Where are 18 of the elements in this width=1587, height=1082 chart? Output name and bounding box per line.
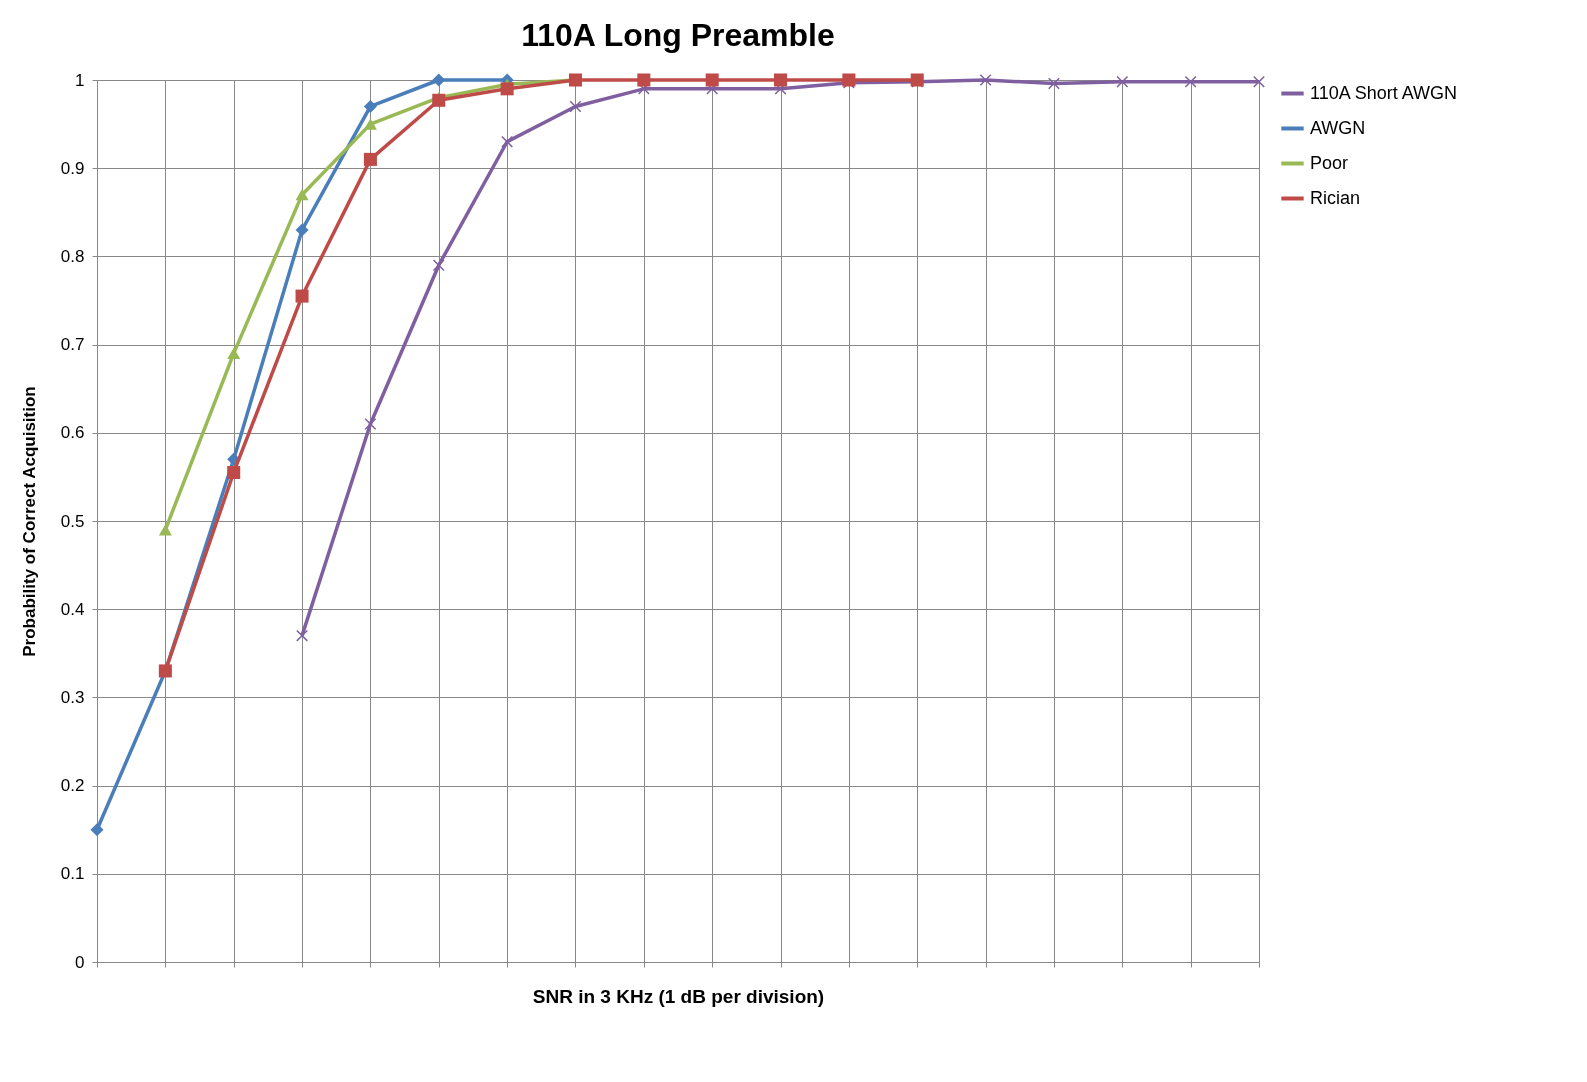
legend-label: 110A Short AWGN: [1310, 82, 1458, 103]
y-tick-label: 1: [75, 70, 85, 90]
y-tick-label: 0.8: [60, 246, 85, 266]
legend-label: Poor: [1310, 152, 1349, 173]
y-tick-label: 0.5: [60, 511, 85, 531]
x-axis-title: SNR in 3 KHz (1 dB per division): [532, 986, 825, 1007]
chart-title: 110A Long Preamble: [521, 17, 835, 53]
legend-label: Rician: [1310, 187, 1361, 208]
y-tick-label: 0.9: [60, 158, 85, 178]
legend-label: AWGN: [1310, 117, 1366, 138]
y-tick-label: 0.3: [60, 687, 85, 707]
y-tick-label: 0.6: [60, 423, 85, 443]
y-tick-label: 0.7: [60, 335, 85, 355]
y-tick-label: 0.2: [60, 776, 85, 796]
y-axis-title: Probability of Correct Acquisition: [19, 386, 39, 657]
y-tick-label: 0.1: [60, 864, 85, 884]
y-tick-label: 0.4: [60, 599, 85, 619]
y-tick-label: 0: [75, 952, 85, 972]
